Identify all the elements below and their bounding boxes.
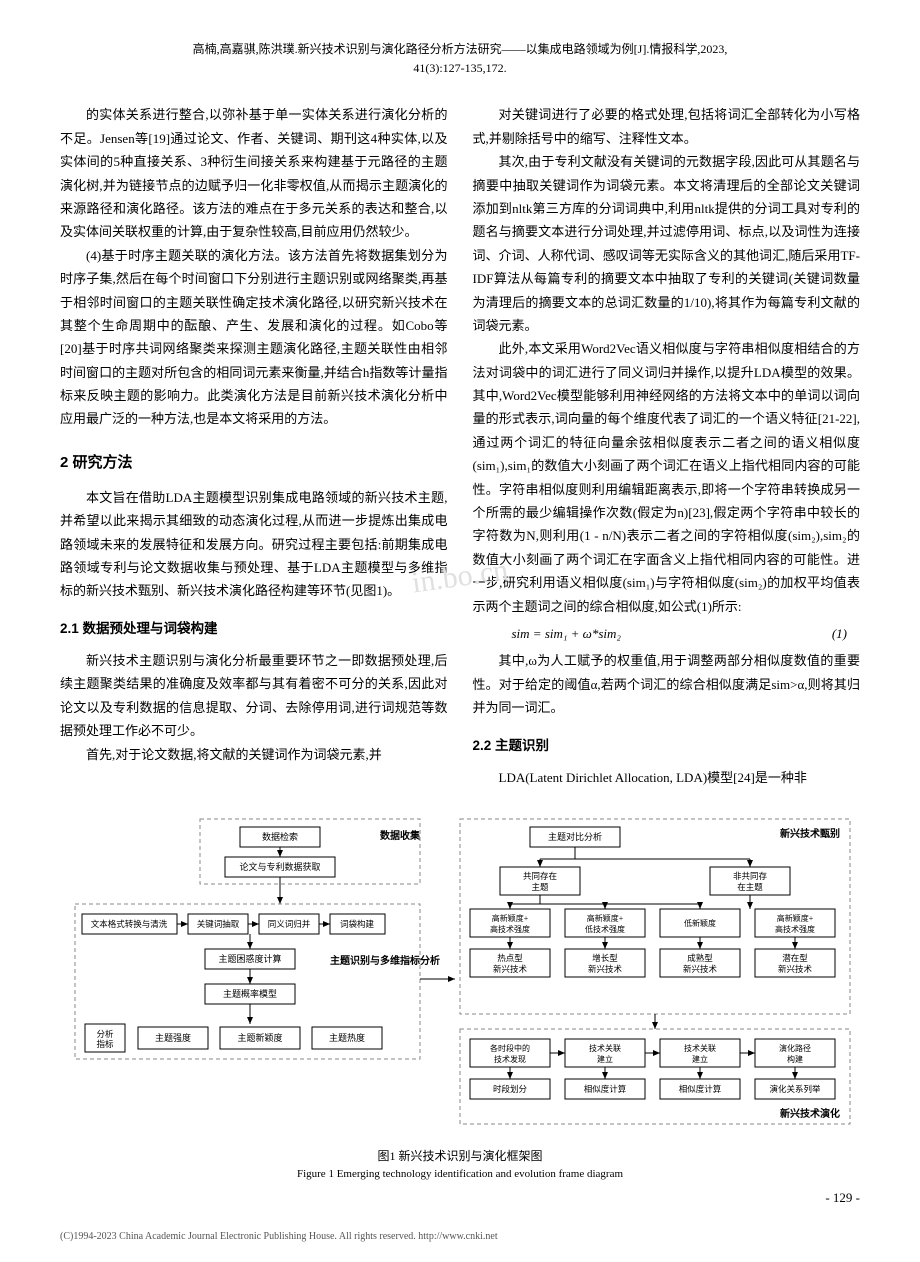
svg-text:文本格式转换与清洗: 文本格式转换与清洗: [91, 919, 168, 929]
svg-text:数据检索: 数据检索: [262, 831, 298, 842]
svg-text:新兴技术: 新兴技术: [588, 964, 623, 974]
formula-number: (1): [832, 622, 860, 645]
para: LDA(Latent Dirichlet Allocation, LDA)模型[…: [473, 766, 861, 789]
svg-text:技术发现: 技术发现: [494, 1054, 526, 1064]
figure-caption-cn: 图1 新兴技术识别与演化框架图: [60, 1147, 860, 1166]
svg-text:高新颖度+: 高新颖度+: [777, 913, 814, 923]
svg-text:关键词抽取: 关键词抽取: [197, 919, 240, 929]
para: 首先,对于论文数据,将文献的关键词作为词袋元素,并: [60, 743, 448, 766]
section-heading: 2 研究方法: [60, 449, 448, 476]
svg-text:词袋构建: 词袋构建: [340, 919, 375, 929]
svg-text:指标: 指标: [96, 1039, 114, 1049]
svg-text:主题对比分析: 主题对比分析: [548, 831, 602, 842]
svg-text:建立: 建立: [597, 1054, 613, 1064]
svg-text:技术关联: 技术关联: [684, 1043, 716, 1053]
footer-copyright: (C)1994-2023 China Academic Journal Elec…: [60, 1231, 860, 1242]
flowchart-svg: 数据收集 数据检索 论文与专利数据获取 主题识别与多维指标分析 文本格式转换与清…: [60, 809, 860, 1139]
svg-text:新兴技术甄别: 新兴技术甄别: [780, 827, 840, 840]
svg-text:相似度计算: 相似度计算: [679, 1084, 722, 1094]
svg-text:建立: 建立: [692, 1054, 708, 1064]
para: 本文旨在借助LDA主题模型识别集成电路领域的新兴技术主题,并希望以此来揭示其细致…: [60, 486, 448, 603]
svg-text:新兴技术: 新兴技术: [778, 964, 813, 974]
svg-text:同义词归并: 同义词归并: [268, 919, 311, 929]
svg-text:低新颖度: 低新颖度: [684, 918, 716, 928]
svg-text:演化关系列举: 演化关系列举: [769, 1084, 821, 1094]
para: 新兴技术主题识别与演化分析最重要环节之一即数据预处理,后续主题聚类结果的准确度及…: [60, 649, 448, 743]
svg-text:演化路径: 演化路径: [779, 1043, 811, 1053]
subsection-heading: 2.2 主题识别: [473, 734, 861, 758]
svg-text:增长型: 增长型: [592, 953, 618, 963]
svg-text:各时段中的: 各时段中的: [490, 1043, 530, 1053]
svg-text:主题识别与多维指标分析: 主题识别与多维指标分析: [330, 954, 440, 967]
svg-text:时段划分: 时段划分: [493, 1084, 528, 1094]
svg-text:主题概率模型: 主题概率模型: [223, 988, 277, 999]
svg-text:数据收集: 数据收集: [380, 829, 421, 842]
svg-text:分析: 分析: [96, 1029, 114, 1039]
two-column-body: 的实体关系进行整合,以弥补基于单一实体关系进行演化分析的不足。Jensen等[1…: [60, 103, 860, 789]
svg-text:构建: 构建: [787, 1054, 803, 1064]
svg-text:新兴技术: 新兴技术: [683, 964, 718, 974]
svg-text:新兴技术演化: 新兴技术演化: [780, 1107, 840, 1120]
svg-text:高新颖度+: 高新颖度+: [492, 913, 529, 923]
para: 其中,ω为人工赋予的权重值,用于调整两部分相似度数值的重要性。对于给定的阈值α,…: [473, 649, 861, 719]
figure-1: 数据收集 数据检索 论文与专利数据获取 主题识别与多维指标分析 文本格式转换与清…: [60, 809, 860, 1180]
svg-text:低技术强度: 低技术强度: [585, 924, 625, 934]
svg-text:非共同存: 非共同存: [733, 871, 768, 881]
svg-text:潜在型: 潜在型: [782, 953, 808, 963]
para: 此外,本文采用Word2Vec语义相似度与字符串相似度相结合的方法对词袋中的词汇…: [473, 337, 861, 618]
para: 的实体关系进行整合,以弥补基于单一实体关系进行演化分析的不足。Jensen等[1…: [60, 103, 448, 243]
svg-text:技术关联: 技术关联: [589, 1043, 621, 1053]
citation-line1: 高楠,高嘉骐,陈洪璞.新兴技术识别与演化路径分析方法研究——以集成电路领域为例[…: [60, 40, 860, 59]
svg-text:高技术强度: 高技术强度: [490, 924, 530, 934]
para: 其次,由于专利文献没有关键词的元数据字段,因此可从其题名与摘要中抽取关键词作为词…: [473, 150, 861, 337]
svg-text:热点型: 热点型: [497, 953, 523, 963]
svg-text:新兴技术: 新兴技术: [493, 964, 528, 974]
formula-1: sim = sim₁ + ω*sim₂ (1): [473, 618, 861, 649]
citation-line2: 41(3):127-135,172.: [60, 59, 860, 78]
page-number: - 129 -: [60, 1190, 860, 1206]
figure-caption-en: Figure 1 Emerging technology identificat…: [60, 1168, 860, 1180]
svg-text:成熟型: 成熟型: [687, 953, 713, 963]
svg-text:高新颖度+: 高新颖度+: [587, 913, 624, 923]
para: 对关键词进行了必要的格式处理,包括将词汇全部转化为小写格式,并剔除括号中的缩写、…: [473, 103, 861, 150]
svg-text:主题热度: 主题热度: [329, 1032, 365, 1043]
svg-text:主题强度: 主题强度: [155, 1032, 191, 1043]
citation-header: 高楠,高嘉骐,陈洪璞.新兴技术识别与演化路径分析方法研究——以集成电路领域为例[…: [60, 40, 860, 78]
svg-text:主题新颖度: 主题新颖度: [237, 1032, 282, 1043]
svg-text:主题困惑度计算: 主题困惑度计算: [218, 953, 281, 964]
formula-expression: sim = sim₁ + ω*sim₂: [473, 622, 621, 645]
subsection-heading: 2.1 数据预处理与词袋构建: [60, 617, 448, 641]
svg-text:主题: 主题: [531, 882, 549, 892]
svg-text:在主题: 在主题: [737, 882, 763, 892]
right-column: 对关键词进行了必要的格式处理,包括将词汇全部转化为小写格式,并剔除括号中的缩写、…: [473, 103, 861, 789]
svg-text:论文与专利数据获取: 论文与专利数据获取: [239, 861, 320, 872]
para: (4)基于时序主题关联的演化方法。该方法首先将数据集划分为时序子集,然后在每个时…: [60, 244, 448, 431]
svg-text:共同存在: 共同存在: [523, 871, 557, 881]
left-column: 的实体关系进行整合,以弥补基于单一实体关系进行演化分析的不足。Jensen等[1…: [60, 103, 448, 789]
svg-text:相似度计算: 相似度计算: [584, 1084, 627, 1094]
svg-text:高技术强度: 高技术强度: [775, 924, 815, 934]
